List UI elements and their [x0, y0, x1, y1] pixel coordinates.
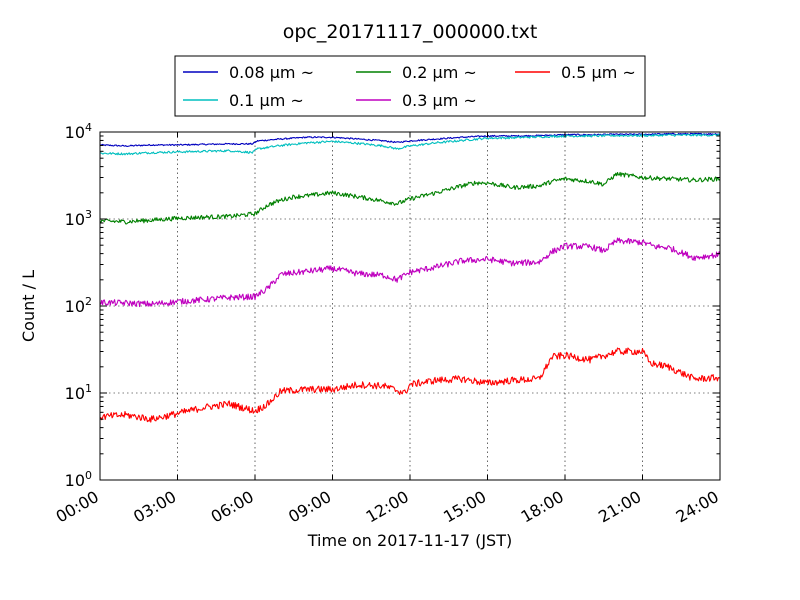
legend-label: 0.1 μm ~: [229, 91, 304, 110]
legend-label: 0.2 μm ~: [402, 63, 477, 82]
series-layer: [99, 132, 721, 423]
y-tick-exponent: 4: [85, 121, 92, 134]
series-line: [99, 171, 721, 225]
series-line: [99, 132, 721, 147]
series-line: [99, 133, 721, 156]
ticks: [99, 131, 721, 481]
legend-label: 0.5 μm ~: [561, 63, 636, 82]
series-line: [99, 237, 721, 308]
plot-area: [100, 132, 720, 480]
legend-label: 0.3 μm ~: [402, 91, 477, 110]
series-line: [99, 347, 721, 423]
legend-items: 0.08 μm ~ 0.1 μm ~ 0.2 μm ~ 0.3 μm ~ 0.5 μm …: [183, 63, 636, 110]
x-axis-label: Time on 2017-11-17 (JST): [307, 531, 512, 550]
y-tick-exponent: 0: [85, 469, 92, 482]
legend-label: 0.08 μm ~: [229, 63, 314, 82]
legend: 0.08 μm ~ 0.1 μm ~ 0.2 μm ~ 0.3 μm ~ 0.5 μm …: [174, 55, 646, 117]
chart-title: opc_20171117_000000.txt: [283, 21, 538, 43]
y-tick-exponent: 2: [85, 295, 92, 308]
y-axis-label: Count / L: [19, 270, 38, 342]
legend-box: [174, 55, 646, 117]
y-tick-exponent: 1: [85, 382, 92, 395]
y-tick-exponent: 3: [85, 208, 92, 221]
